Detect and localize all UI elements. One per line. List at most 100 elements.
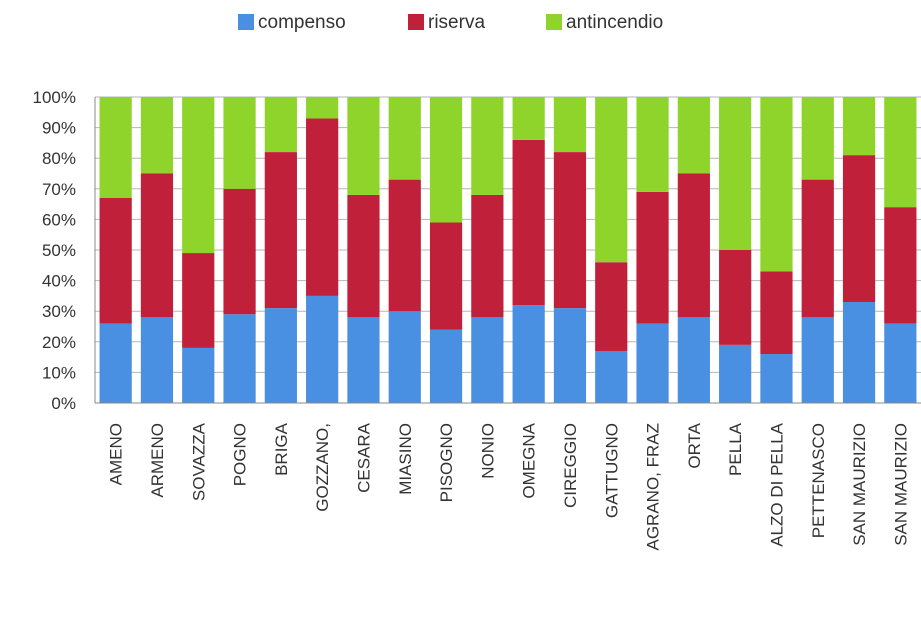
bar-segment-riserva (512, 139, 545, 306)
bar-segment-riserva (223, 188, 256, 315)
bar-segment-antincendio (801, 97, 834, 180)
legend: compenso riserva antincendio (238, 12, 663, 33)
bar-segment-riserva (760, 271, 793, 355)
bar-segment-antincendio (842, 97, 876, 156)
bar-segment-riserva (719, 250, 752, 345)
x-tick-label: AGRANO, FRAZ (644, 423, 663, 551)
x-tick-label: ALZO DI PELLA (767, 422, 786, 546)
bar-segment-riserva (347, 194, 380, 318)
bar-segment-riserva (801, 179, 834, 318)
y-tick-label: 50% (42, 241, 76, 260)
y-tick-label: 30% (42, 302, 76, 321)
bar-segment-riserva (884, 207, 917, 324)
bar-segment-compenso (677, 317, 710, 403)
bar-segment-antincendio (182, 97, 215, 254)
bar-segment-compenso (388, 311, 421, 403)
bar-segment-compenso (719, 344, 752, 403)
bar-segment-riserva (182, 253, 215, 348)
bar-segment-compenso (99, 323, 132, 403)
y-tick-label: 90% (42, 119, 76, 138)
bar-segment-riserva (471, 194, 504, 318)
y-tick-label: 100% (33, 88, 76, 107)
legend-swatch-antincendio (546, 14, 562, 30)
bar-segment-compenso (801, 317, 834, 403)
bar-segment-antincendio (636, 97, 669, 192)
x-tick-label: AMENO (107, 423, 126, 485)
bar-segment-antincendio (471, 97, 504, 195)
y-tick-label: 20% (42, 333, 76, 352)
legend-label-compenso: compenso (258, 12, 346, 33)
x-tick-label: BRIGA (272, 422, 291, 476)
x-tick-label: POGNO (231, 423, 250, 486)
axes: 0% 10% 20% 30% 40% 50% 60% 70% 80% 90% 100% AMENO AR… (33, 88, 921, 551)
bar-segment-antincendio (223, 97, 256, 189)
legend-label-antincendio: antincendio (566, 12, 663, 33)
bar-segment-compenso (182, 347, 215, 403)
x-tick-label: PISOGNO (437, 423, 456, 502)
bar-segment-antincendio (553, 97, 587, 153)
bar-segment-antincendio (512, 97, 545, 140)
x-tick-label: NONIO (478, 423, 497, 479)
x-tick-label: ORTA (685, 422, 704, 468)
bar-segment-riserva (636, 191, 669, 324)
bar-segment-antincendio (760, 97, 793, 272)
bar-segment-riserva (306, 118, 339, 296)
x-tick-label: PETTENASCO (809, 423, 828, 538)
x-tick-label: GATTUGNO (602, 423, 621, 518)
bar-segment-compenso (264, 308, 297, 403)
legend-swatch-riserva (408, 14, 424, 30)
bars (99, 97, 917, 403)
y-tick-label: 70% (42, 180, 76, 199)
bar-segment-antincendio (264, 97, 297, 153)
y-tick-label: 40% (42, 272, 76, 291)
bar-segment-antincendio (429, 97, 463, 223)
bar-segment-antincendio (99, 97, 132, 198)
bar-segment-antincendio (719, 97, 752, 250)
x-tick-label: SAN MAURIZIO (891, 423, 910, 546)
bar-segment-compenso (553, 308, 587, 403)
bar-segment-antincendio (140, 97, 174, 174)
bar-segment-riserva (140, 173, 174, 318)
x-tick-label: GOZZANO, (313, 423, 332, 512)
y-tick-label: 60% (42, 210, 76, 229)
legend-label-riserva: riserva (428, 12, 485, 33)
legend-swatch-compenso (238, 14, 254, 30)
bar-segment-compenso (760, 354, 793, 403)
bar-segment-riserva (842, 155, 876, 303)
bar-segment-compenso (347, 317, 380, 403)
y-tick-label: 0% (51, 394, 76, 413)
bar-segment-compenso (429, 329, 463, 403)
bar-segment-riserva (99, 197, 132, 324)
bar-segment-compenso (306, 295, 339, 403)
grid (95, 96, 921, 404)
bar-segment-compenso (512, 305, 545, 403)
x-tick-label: CIREGGIO (561, 423, 580, 508)
bar-segment-riserva (429, 222, 463, 330)
bar-segment-compenso (223, 314, 256, 403)
bar-segment-compenso (471, 317, 504, 403)
bar-segment-compenso (884, 323, 917, 403)
bar-segment-riserva (264, 152, 297, 309)
bar-segment-compenso (140, 317, 174, 403)
y-tick-label: 10% (42, 363, 76, 382)
bar-segment-riserva (553, 152, 587, 309)
x-tick-label: ARMENO (148, 423, 167, 498)
x-tick-label: CESARA (354, 422, 373, 493)
bar-segment-riserva (388, 179, 421, 312)
bar-segment-antincendio (677, 97, 710, 174)
bar-segment-riserva (677, 173, 710, 318)
x-tick-label: OMEGNA (520, 422, 539, 498)
x-tick-label: SAN MAURIZIO (850, 423, 869, 546)
bar-segment-riserva (595, 262, 628, 351)
bar-segment-compenso (636, 323, 669, 403)
bar-segment-antincendio (884, 97, 917, 208)
bar-segment-antincendio (306, 97, 339, 119)
x-tick-label: PELLA (726, 422, 745, 476)
bar-segment-antincendio (595, 97, 628, 263)
bar-segment-antincendio (347, 97, 380, 195)
bar-segment-antincendio (388, 97, 421, 180)
y-tick-label: 80% (42, 149, 76, 168)
bar-segment-compenso (842, 302, 876, 403)
